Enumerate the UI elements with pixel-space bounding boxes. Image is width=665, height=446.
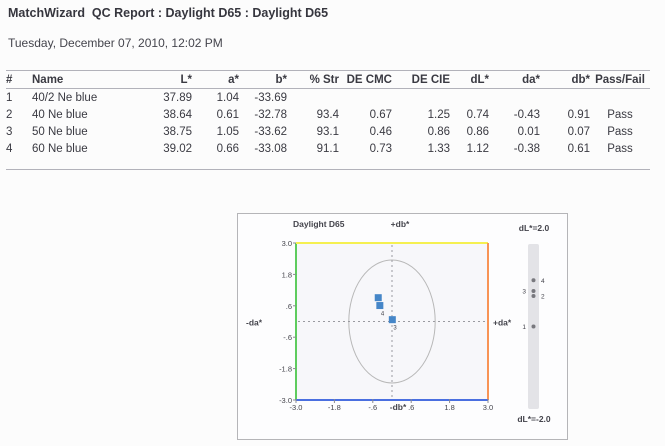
table-cell: 4 (6, 142, 13, 155)
table-cell: 0.01 (517, 125, 540, 138)
table-row: 4 60 Ne blue 39.02 0.66 -33.08 91.1 0.73 1.33 1.… (6, 140, 650, 157)
table-cell: 0.91 (567, 108, 590, 121)
table-cell: 0.46 (369, 125, 392, 138)
x-tick-label: 1.8 (444, 403, 454, 412)
dl-scale-top-label: dL*=2.0 (519, 223, 550, 233)
dl-scale-point-label: 2 (541, 293, 545, 300)
table-row: 1 40/2 Ne blue 37.89 1.04 -33.69 (6, 89, 650, 106)
axis-label-bottom: -db* (390, 402, 407, 412)
table-cell: -0.38 (513, 142, 540, 155)
table-cell: 38.75 (163, 125, 192, 138)
table-header-cell: a* (228, 74, 239, 86)
report-date: Tuesday, December 07, 2010, 12:02 PM (8, 36, 223, 50)
dl-scale-point-label: 1 (522, 324, 526, 331)
table-cell: 2 (6, 108, 13, 121)
table-cell: 1.25 (427, 108, 450, 121)
table-cell: 39.02 (163, 142, 192, 155)
table-row: 2 40 Ne blue 38.64 0.61 -32.78 93.4 0.67 1.25 0.… (6, 106, 650, 123)
table-cell: 0.61 (216, 108, 239, 121)
table-cell: -33.08 (254, 142, 287, 155)
table-header-cell: b* (275, 74, 288, 86)
qc-table: # Name L* a* b* % Str DE CMC DE CIE dL* da* db* Pas… (6, 70, 650, 170)
table-cell: 1.05 (216, 125, 239, 138)
y-tick-label: -.6 (283, 333, 292, 342)
y-tick-label: -1.8 (279, 365, 292, 374)
chart-point (388, 316, 396, 324)
dl-scale-point (531, 293, 536, 298)
x-tick-label: -3.0 (290, 403, 303, 412)
axis-label-left: -da* (246, 318, 263, 328)
table-cell: 0.86 (427, 125, 450, 138)
chart-point-label: 4 (381, 312, 385, 318)
dl-scale-point (531, 278, 536, 283)
table-cell: 1.04 (216, 91, 239, 104)
table-header-cell: dL* (470, 74, 489, 86)
table-cell: Pass (607, 142, 633, 155)
table-cell: -0.43 (513, 108, 540, 121)
table-cell: 0.86 (466, 125, 489, 138)
table-cell: 93.4 (316, 108, 339, 121)
table-cell: 1 (6, 91, 13, 104)
x-tick-label: .6 (408, 403, 414, 412)
table-header-cell: Name (32, 74, 64, 86)
dl-scale-bottom-label: dL*=-2.0 (517, 414, 551, 424)
table-cell: -33.69 (254, 91, 287, 104)
table-cell: 91.1 (316, 142, 339, 155)
table-header-cell: Pass/Fail (595, 74, 645, 86)
chart-point (376, 302, 384, 310)
table-cell: 93.1 (316, 125, 339, 138)
table-header-cell: DE CIE (411, 74, 450, 86)
y-tick-label: -3.0 (279, 396, 292, 405)
y-tick-label: 3.0 (282, 239, 292, 248)
table-cell: 0.67 (369, 108, 392, 121)
table-cell: 3 (6, 125, 13, 138)
table-cell: Pass (607, 125, 633, 138)
table-header-cell: da* (522, 74, 540, 86)
table-header-row: # Name L* a* b* % Str DE CMC DE CIE dL* da* db* Pas… (6, 71, 650, 88)
table-cell: 38.64 (163, 108, 192, 121)
y-tick-label: .6 (286, 302, 292, 311)
y-tick-label: 1.8 (282, 270, 292, 279)
table-header-cell: # (6, 74, 13, 86)
dl-scale-point-label: 3 (522, 289, 526, 296)
table-header-cell: DE CMC (346, 74, 392, 86)
x-tick-label: 3.0 (483, 403, 493, 412)
table-cell: 0.61 (567, 142, 590, 155)
table-cell: 60 Ne blue (32, 142, 88, 155)
table-header-cell: db* (571, 74, 590, 86)
table-cell: 1.33 (427, 142, 450, 155)
x-tick-label: -.6 (368, 403, 377, 412)
table-cell: Pass (607, 108, 633, 121)
table-row: 3 50 Ne blue 38.75 1.05 -33.62 93.1 0.46 0.86 0.… (6, 123, 650, 140)
table-cell: 40 Ne blue (32, 108, 88, 121)
dl-scale-point-label: 4 (541, 278, 545, 285)
x-tick-label: -1.8 (328, 403, 341, 412)
table-cell: 0.74 (466, 108, 489, 121)
chart-title: Daylight D65 (293, 219, 345, 229)
axis-label-right: +da* (493, 318, 512, 328)
qc-chart: 3.0 1.8 .6 -.6 -1.8 -3.0-3.0 -1.8 -.6 .6 1.8 3.0 Da… (246, 219, 551, 424)
table-cell: 0.66 (216, 142, 239, 155)
table-cell: 0.07 (567, 125, 590, 138)
dl-scale-point (531, 289, 536, 294)
report-title: MatchWizard QC Report : Daylight D65 : D… (8, 6, 329, 20)
table-cell: 0.73 (369, 142, 392, 155)
table-cell: -32.78 (254, 108, 287, 121)
table-cell: -33.62 (254, 125, 287, 138)
qc-chart-panel: 3.0 1.8 .6 -.6 -1.8 -3.0 -3.0 -1.8 -.6 .6 1.8 3.0 Da… (237, 213, 568, 440)
axis-label-top: +db* (391, 219, 410, 229)
chart-point (374, 294, 382, 302)
table-cell: 50 Ne blue (32, 125, 88, 138)
table-header-cell: L* (180, 74, 193, 86)
table-header-cell: % Str (309, 74, 339, 86)
table-cell: 40/2 Ne blue (32, 91, 98, 104)
chart-point-label: 3 (393, 326, 397, 332)
table-cell: 1.12 (466, 142, 489, 155)
dl-scale-point (531, 324, 536, 329)
table-cell: 37.89 (163, 91, 192, 104)
